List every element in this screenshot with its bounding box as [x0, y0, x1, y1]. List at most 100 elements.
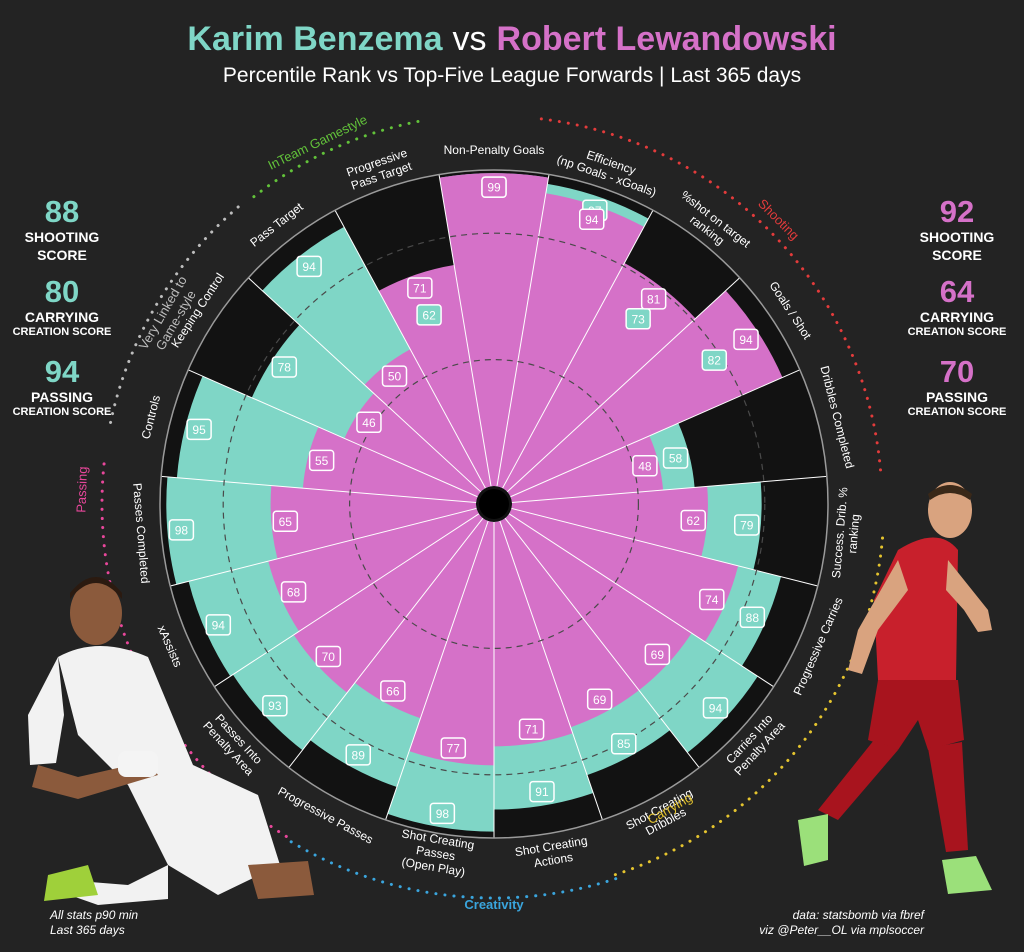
value-label-text: 94 — [302, 260, 316, 274]
group-arc — [109, 202, 244, 424]
score-sub: SCORE — [37, 247, 87, 263]
player-a-value-label: 82 — [701, 349, 728, 371]
value-label-text: 98 — [175, 523, 189, 537]
value-label-text: 48 — [638, 459, 652, 473]
value-label-box — [262, 694, 288, 717]
value-label-box — [272, 510, 299, 533]
radar-spoke — [511, 475, 827, 504]
value-label-text: 81 — [647, 292, 661, 306]
footer-right: data: statsbomb via fbref viz @Peter__OL… — [759, 908, 924, 938]
value-label-box — [578, 208, 605, 231]
group-label: Passing — [73, 466, 90, 513]
value-label-box — [702, 697, 729, 719]
player-b-value-label: 55 — [308, 449, 335, 472]
value-label-box — [529, 780, 555, 803]
footer-left: All stats p90 min Last 365 days — [50, 908, 138, 938]
value-label-text: 99 — [487, 181, 501, 195]
value-label-box — [356, 411, 382, 434]
radar-outer-ring — [159, 169, 829, 839]
player-b-value-label: 69 — [644, 643, 671, 666]
player-b-bar — [409, 521, 494, 766]
score-label: CARRYING — [24, 309, 100, 325]
player-b-bar — [270, 485, 477, 559]
value-label-box — [345, 744, 371, 766]
value-label-box — [586, 688, 613, 711]
player-b-passing-score: 70 PASSING CREATION SCORE — [897, 356, 1017, 419]
player-a-name: Karim Benzema — [187, 20, 443, 58]
player-b-bar — [268, 508, 479, 632]
player-a-shooting-score: 88 SHOOTING SCORE — [2, 196, 122, 264]
group-arc — [283, 836, 618, 900]
player-b-bar — [511, 486, 708, 557]
value-label-box — [440, 737, 467, 759]
player-b-value-label: 66 — [380, 680, 406, 702]
score-value: 92 — [939, 194, 975, 229]
player-b-bar — [354, 518, 489, 719]
value-label-text: 62 — [687, 514, 701, 528]
radar-spoke — [187, 369, 478, 498]
player-b-value-label: 71 — [407, 277, 433, 299]
player-b-bar — [499, 518, 639, 728]
value-label-text: 79 — [740, 518, 754, 532]
player-b-bar — [494, 521, 573, 747]
player-b-value-label: 48 — [632, 455, 658, 477]
value-label-box — [699, 588, 725, 611]
value-label-text: 94 — [709, 701, 723, 715]
radar-spoke — [334, 210, 486, 489]
score-sub: CREATION SCORE — [12, 326, 112, 338]
score-value: 94 — [44, 354, 80, 389]
value-label-text: 94 — [585, 213, 599, 227]
value-labels: 9999979473818294584879628874946985699171… — [168, 176, 766, 825]
player-b-value-label: 62 — [680, 509, 706, 532]
player-b-value-label: 74 — [699, 588, 725, 611]
group-label: Creativity — [464, 897, 524, 912]
value-label-box — [271, 356, 298, 378]
value-label-box — [416, 304, 442, 326]
value-label-text: 77 — [447, 741, 461, 755]
radar-spoke — [438, 174, 492, 487]
value-label-text: 71 — [413, 282, 427, 296]
footer-right-line2: viz @Peter__OL via mplsoccer — [759, 923, 924, 937]
radar-spoke — [502, 210, 654, 489]
value-label-text: 69 — [651, 648, 665, 662]
value-label-text: 70 — [322, 650, 336, 664]
score-sub: CREATION SCORE — [12, 406, 112, 418]
player-b-illustration — [798, 482, 992, 894]
player-a-passing-score: 94 PASSING CREATION SCORE — [2, 356, 122, 419]
value-label-box — [308, 449, 335, 472]
value-label-box — [186, 418, 212, 441]
value-label-box — [280, 581, 307, 603]
radar-center — [479, 489, 509, 519]
radar-spoke — [499, 520, 603, 821]
player-b-value-label: 50 — [381, 365, 408, 387]
player-b-value-label: 46 — [356, 411, 382, 434]
player-a-value-label: 98 — [429, 802, 456, 825]
radar-spoke — [161, 475, 477, 504]
player-a-value-label: 91 — [529, 780, 555, 803]
value-label-text: 94 — [739, 333, 753, 347]
player-a-value-label: 85 — [610, 732, 637, 755]
value-label-box — [315, 645, 342, 668]
value-label-text: 93 — [268, 699, 282, 713]
player-b-value-label: 77 — [440, 737, 467, 759]
value-label-box — [632, 455, 658, 477]
value-label-text: 82 — [708, 354, 722, 368]
vs-label: vs — [452, 20, 487, 58]
player-b-bar — [510, 435, 664, 503]
player-a-value-label: 58 — [662, 447, 689, 469]
value-label-box — [481, 176, 507, 198]
value-label-box — [168, 519, 195, 541]
score-sub: CREATION SCORE — [907, 326, 1007, 338]
value-label-box — [739, 606, 766, 629]
value-label-text: 62 — [422, 308, 436, 322]
player-a-value-label: 88 — [739, 606, 766, 629]
score-label: SHOOTING — [919, 229, 995, 245]
value-label-text: 71 — [525, 723, 539, 737]
radar-rings — [159, 169, 829, 839]
radar-spoke — [510, 369, 801, 498]
radar-spoke — [214, 513, 480, 688]
radar-spoke — [247, 277, 482, 493]
value-label-text: 78 — [278, 361, 292, 375]
value-label-text: 68 — [287, 585, 301, 599]
